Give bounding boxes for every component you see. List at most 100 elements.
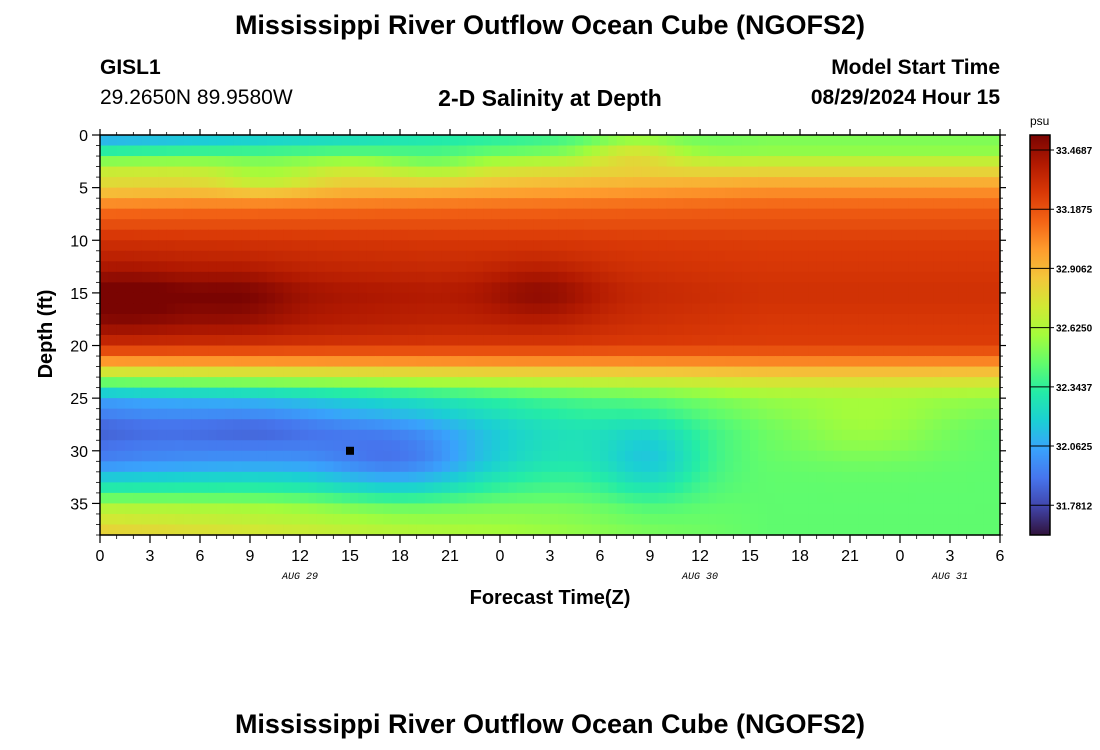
heatmap-cell: [358, 250, 368, 262]
heatmap-cell: [150, 377, 159, 389]
heatmap-cell: [308, 324, 318, 336]
heatmap-cell: [191, 261, 201, 273]
heatmap-cell: [808, 345, 818, 357]
heatmap-cell: [691, 356, 701, 368]
heatmap-cell: [891, 471, 901, 483]
heatmap-cell: [175, 145, 184, 157]
heatmap-cell: [458, 482, 468, 494]
heatmap-cell: [883, 408, 893, 420]
heatmap-cell: [141, 166, 151, 178]
heatmap-cell: [683, 503, 693, 515]
heatmap-cell: [641, 156, 651, 168]
heatmap-cell: [258, 408, 268, 420]
heatmap-cell: [916, 324, 926, 336]
heatmap-cell: [141, 261, 151, 273]
heatmap-cell: [316, 524, 326, 536]
heatmap-cell: [900, 198, 909, 210]
heatmap-cell: [708, 271, 718, 283]
heatmap-cell: [216, 261, 226, 273]
heatmap-cell: [483, 324, 493, 336]
heatmap-cell: [725, 524, 734, 536]
heatmap-cell: [750, 303, 759, 315]
heatmap-cell: [400, 187, 409, 199]
heatmap-cell: [150, 219, 159, 231]
heatmap-cell: [241, 240, 251, 252]
heatmap-cell: [833, 492, 843, 505]
heatmap-cell: [941, 177, 951, 189]
heatmap-cell: [308, 408, 318, 420]
heatmap-cell: [141, 187, 151, 199]
heatmap-cell: [241, 461, 251, 473]
heatmap-cell: [750, 292, 759, 305]
heatmap-cell: [341, 282, 351, 294]
heatmap-cell: [591, 345, 601, 357]
heatmap-cell: [983, 335, 993, 347]
heatmap-cell: [233, 492, 243, 505]
heatmap-cell: [941, 345, 951, 357]
heatmap-cell: [166, 440, 176, 452]
heatmap-cell: [533, 261, 543, 273]
heatmap-cell: [825, 250, 834, 262]
heatmap-cell: [908, 513, 918, 526]
heatmap-cell: [616, 208, 626, 220]
heatmap-cell: [275, 398, 284, 410]
heatmap-cell: [241, 292, 251, 305]
heatmap-cell: [783, 335, 793, 347]
heatmap-cell: [300, 219, 309, 231]
heatmap-cell: [741, 250, 751, 262]
heatmap-cell: [466, 387, 476, 399]
heatmap-cell: [133, 524, 143, 536]
heatmap-cell: [525, 366, 534, 378]
heatmap-cell: [308, 271, 318, 283]
heatmap-cell: [308, 398, 318, 410]
heatmap-cell: [350, 492, 359, 505]
heatmap-cell: [566, 187, 576, 199]
heatmap-cell: [191, 187, 201, 199]
heatmap-cell: [991, 429, 1001, 441]
heatmap-cell: [608, 271, 618, 283]
heatmap-cell: [341, 145, 351, 157]
heatmap-cell: [408, 313, 418, 326]
heatmap-cell: [291, 282, 301, 294]
heatmap-cell: [341, 345, 351, 357]
heatmap-cell: [766, 187, 776, 199]
heatmap-cell: [958, 513, 968, 526]
heatmap-cell: [925, 461, 934, 473]
heatmap-cell: [891, 356, 901, 368]
heatmap-cell: [966, 513, 976, 526]
heatmap-cell: [200, 240, 209, 252]
heatmap-cell: [850, 187, 859, 199]
heatmap-cell: [550, 450, 559, 462]
heatmap-cell: [750, 250, 759, 262]
heatmap-cell: [241, 187, 251, 199]
heatmap-cell: [966, 229, 976, 241]
heatmap-cell: [316, 219, 326, 231]
heatmap-cell: [875, 250, 884, 262]
heatmap-cell: [566, 356, 576, 368]
heatmap-cell: [516, 187, 526, 199]
heatmap-cell: [216, 440, 226, 452]
heatmap-cell: [900, 450, 909, 462]
heatmap-cell: [358, 482, 368, 494]
heatmap-cell: [325, 198, 334, 210]
heatmap-cell: [275, 482, 284, 494]
heatmap-cell: [691, 145, 701, 157]
heatmap-cell: [225, 366, 234, 378]
heatmap-cell: [608, 135, 618, 147]
heatmap-cell: [758, 492, 768, 505]
heatmap-cell: [675, 219, 684, 231]
heatmap-cell: [983, 219, 993, 231]
heatmap-cell: [483, 303, 493, 315]
heatmap-cell: [225, 135, 234, 147]
heatmap-cell: [208, 324, 218, 336]
heatmap-cell: [633, 303, 643, 315]
heatmap-cell: [525, 145, 534, 157]
heatmap-cell: [291, 187, 301, 199]
heatmap-cell: [950, 450, 959, 462]
heatmap-cell: [516, 461, 526, 473]
heatmap-cell: [133, 208, 143, 220]
heatmap-cell: [950, 324, 959, 336]
heatmap-cell: [341, 219, 351, 231]
heatmap-cell: [883, 303, 893, 315]
heatmap-cell: [183, 156, 193, 168]
